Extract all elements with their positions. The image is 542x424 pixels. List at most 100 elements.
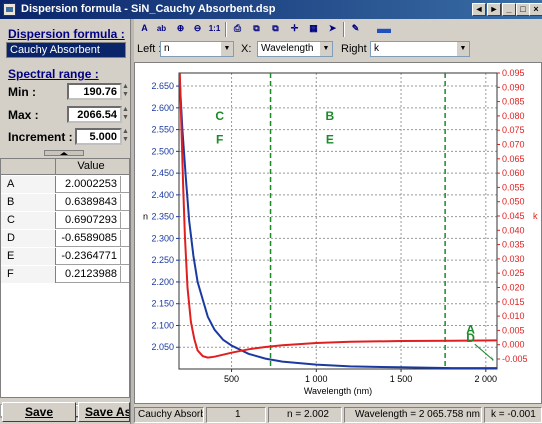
parameter-annotation: D — [466, 331, 475, 345]
x-tick-label: 2 000 — [475, 374, 498, 384]
chevron-down-icon[interactable]: ▼ — [457, 42, 469, 56]
copy-graph-icon[interactable]: ⧉ — [253, 23, 260, 33]
table-row[interactable]: A 2.0002253 — [1, 176, 129, 193]
y-tick-label: 2.550 — [151, 125, 174, 135]
status-wavelength: Wavelength = 2 065.758 nm — [344, 407, 482, 423]
table-row[interactable]: B 0.6389843 — [1, 194, 129, 211]
dispersion-chart[interactable]: 2.050 2.100 2.150 2.200 2.250 2.300 2.350 2.400… — [135, 63, 541, 403]
annotation-arrow — [474, 343, 494, 361]
annotation-arrowhead — [491, 355, 494, 361]
title-bar: Dispersion formula - SiN_Cauchy Absorben… — [0, 0, 542, 19]
panel-splitter[interactable] — [44, 150, 84, 156]
y-tick-label: 2.600 — [151, 103, 174, 113]
table-row[interactable]: F 0.2123988 — [1, 266, 129, 283]
x-axis-value: Wavelength — [261, 43, 314, 54]
zoom-1to1-icon[interactable]: 1:1 — [208, 24, 221, 33]
y2-tick-label: 0.040 — [502, 225, 525, 235]
parameter-table: Value A 2.0002253 B 0.6389843 C 0.690729… — [0, 158, 130, 398]
y2-tick-label: 0.080 — [502, 111, 525, 121]
x-axis-label: Wavelength (nm) — [304, 386, 372, 396]
param-value[interactable]: 0.6389843 — [57, 194, 121, 211]
next-window-button[interactable]: ► — [487, 3, 501, 16]
minimize-button[interactable]: _ — [502, 3, 516, 16]
y2-tick-label: 0.035 — [502, 240, 525, 250]
close-button[interactable]: × — [529, 3, 542, 16]
y2-tick-label: 0.070 — [502, 139, 525, 149]
y-tick-label: 2.050 — [151, 342, 174, 352]
window-title: Dispersion formula - SiN_Cauchy Absorben… — [21, 3, 276, 15]
grid-icon[interactable]: ▦ — [309, 23, 318, 33]
min-spinner[interactable]: ▲ ▼ — [122, 83, 129, 98]
increment-label: Increment : — [8, 130, 73, 144]
param-name: E — [1, 248, 56, 265]
status-bar: Cauchy Absorbent 1 n = 2.002 Wavelength … — [134, 406, 542, 424]
parameter-annotation: E — [326, 133, 334, 147]
param-value[interactable]: 2.0002253 — [57, 176, 121, 193]
plot-area[interactable]: 2.050 2.100 2.150 2.200 2.250 2.300 2.350 2.400… — [134, 62, 542, 404]
status-n: n = 2.002 — [268, 407, 342, 423]
y-axis-label: n — [143, 212, 148, 222]
y2-tick-label: 0.055 — [502, 182, 525, 192]
toolbar-separator — [225, 22, 227, 37]
zoom-out-icon[interactable]: ⊖ — [193, 23, 202, 33]
y2-tick-label: 0.045 — [502, 211, 525, 221]
parameter-annotation: C — [215, 109, 224, 123]
save-button[interactable]: Save — [2, 402, 76, 422]
max-label: Max : — [8, 108, 39, 122]
maximize-button[interactable]: □ — [516, 3, 530, 16]
right-axis-label: Right : — [341, 43, 373, 55]
y2-tick-label: 0.095 — [502, 68, 525, 78]
max-input[interactable]: 2066.54 — [67, 106, 122, 123]
param-name: F — [1, 266, 56, 283]
zoom-in-icon[interactable]: ⊕ — [176, 23, 185, 33]
parameter-annotation: B — [326, 109, 335, 123]
min-input[interactable]: 190.76 — [67, 83, 122, 100]
chevron-down-icon[interactable]: ▼ — [320, 42, 332, 56]
y2-tick-label: 0.090 — [502, 82, 525, 92]
app-icon[interactable] — [3, 3, 16, 16]
font-icon[interactable]: A — [141, 23, 148, 33]
left-panel: Dispersion formula : Cauchy Absorbent Sp… — [0, 19, 130, 424]
crosshair-icon[interactable]: ✛ — [290, 23, 299, 33]
param-value[interactable]: 0.2123988 — [57, 266, 121, 283]
vertical-splitter[interactable] — [130, 19, 134, 424]
right-axis-select[interactable]: k ▼ — [370, 41, 470, 57]
x-tick-label: 500 — [224, 374, 239, 384]
export-icon[interactable]: ➤ — [328, 23, 337, 33]
k-series-line — [179, 73, 497, 359]
y2-tick-label: 0.015 — [502, 297, 525, 307]
prev-window-button[interactable]: ◄ — [472, 3, 486, 16]
param-name: B — [1, 194, 56, 211]
print-icon[interactable]: ⎙ — [233, 23, 242, 33]
y2-tick-label: 0.000 — [502, 340, 525, 350]
left-axis-label: Left : — [137, 43, 162, 55]
max-spinner[interactable]: ▲ ▼ — [122, 106, 129, 121]
y2-tick-label: 0.005 — [502, 325, 525, 335]
color-icon[interactable]: ▬ — [377, 20, 391, 36]
param-value[interactable]: -0.2364771 — [57, 248, 121, 265]
table-row[interactable]: E -0.2364771 — [1, 248, 129, 265]
y2-tick-label: 0.010 — [502, 311, 525, 321]
table-row[interactable]: C 0.6907293 — [1, 212, 129, 229]
copy-data-icon[interactable]: ⧉ — [272, 23, 279, 33]
increment-input[interactable]: 5.000 — [75, 128, 122, 145]
save-as-button[interactable]: Save As — [78, 402, 130, 422]
y-tick-label: 2.450 — [151, 168, 174, 178]
format-icon[interactable]: ab — [156, 24, 167, 33]
status-index: 1 — [206, 407, 266, 423]
edit-chart-icon[interactable]: ✎ — [351, 23, 360, 33]
chevron-down-icon[interactable]: ▼ — [221, 42, 233, 56]
n-series-line — [179, 81, 497, 369]
param-value[interactable]: 0.6907293 — [57, 212, 121, 229]
x-axis-select[interactable]: Wavelength ▼ — [257, 41, 333, 57]
x-tick-label: 1 000 — [305, 374, 328, 384]
left-axis-select[interactable]: n ▼ — [160, 41, 234, 57]
param-value[interactable]: -0.6589085 — [57, 230, 121, 247]
increment-spinner[interactable]: ▲ ▼ — [122, 128, 129, 143]
param-name: A — [1, 176, 56, 193]
parameter-annotation: F — [216, 133, 223, 147]
table-header-value: Value — [77, 160, 105, 172]
y2-tick-label: 0.075 — [502, 125, 525, 135]
formula-select[interactable]: Cauchy Absorbent — [6, 42, 126, 58]
table-row[interactable]: D -0.6589085 — [1, 230, 129, 247]
